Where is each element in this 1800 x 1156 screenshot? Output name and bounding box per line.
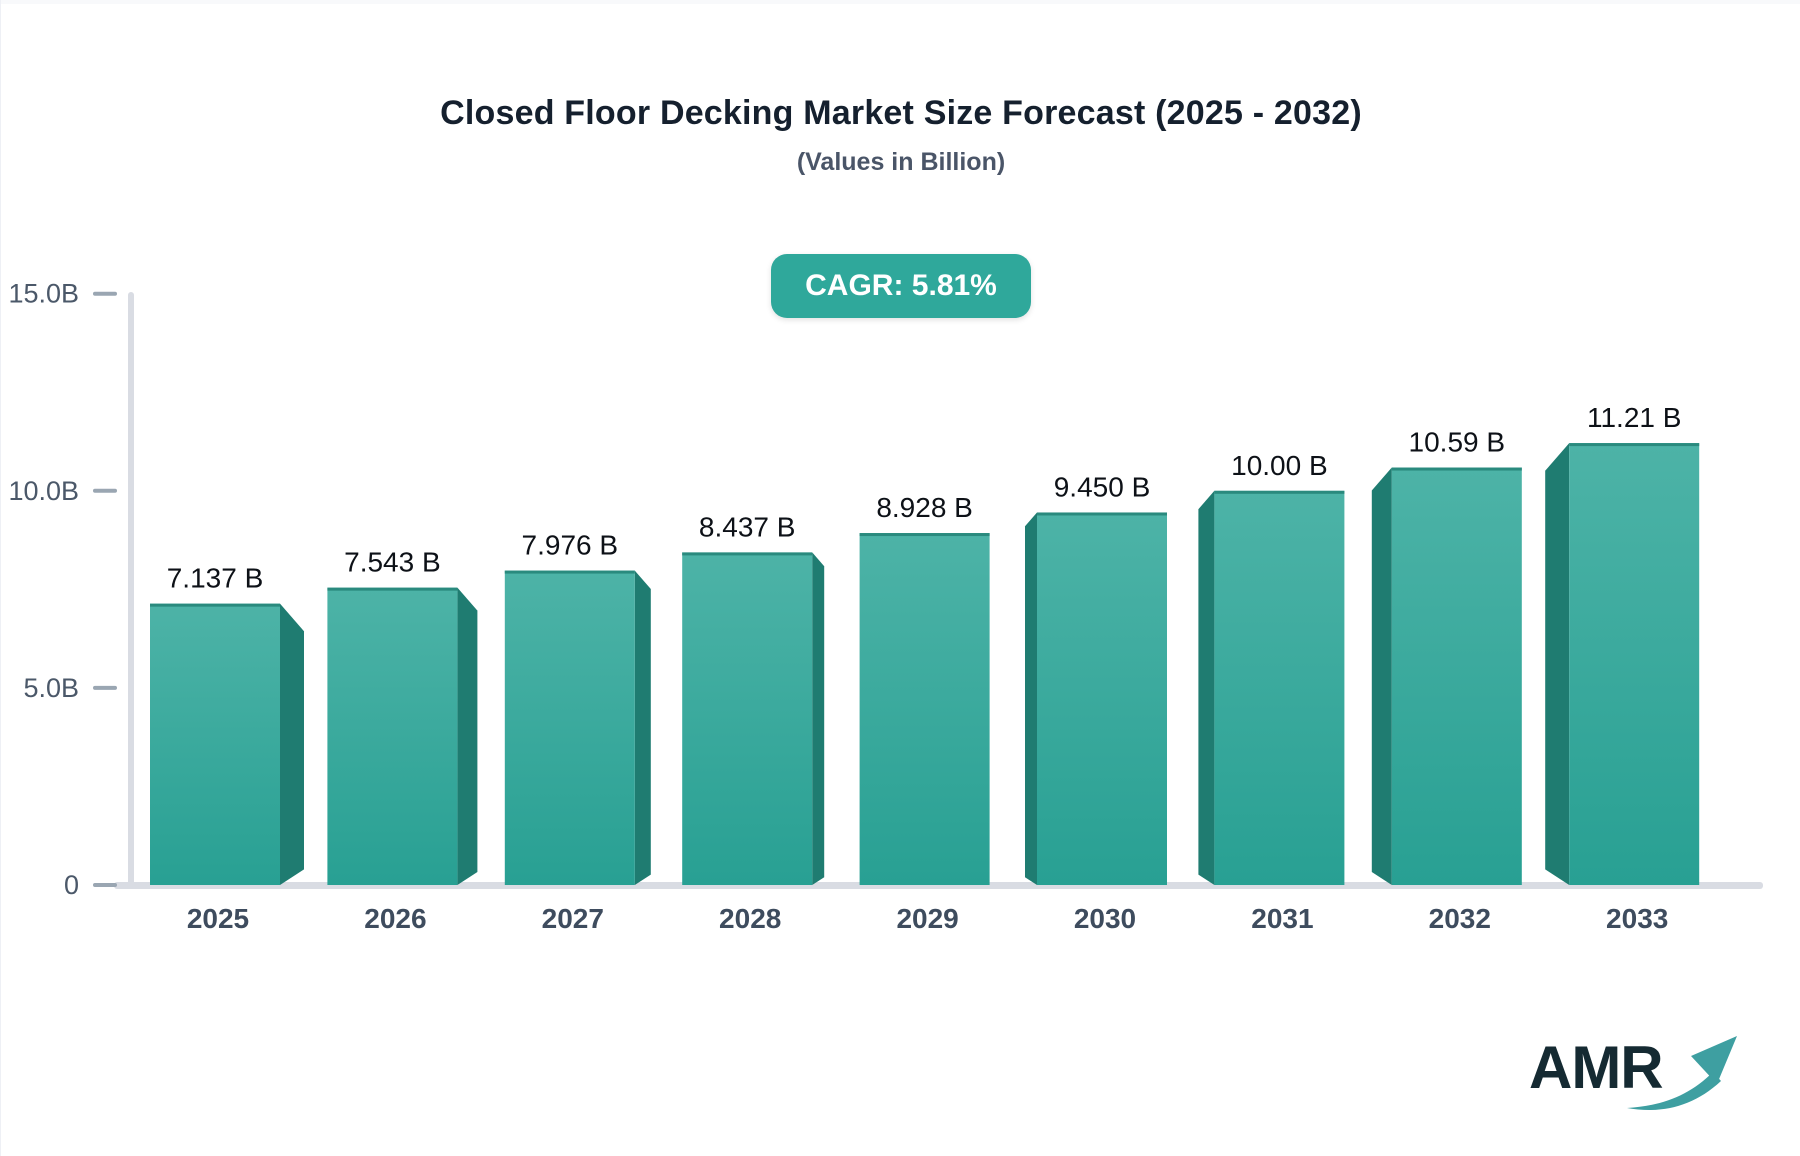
bar-side-face [1025,512,1037,885]
bar-top-edge [150,603,280,607]
bar-top-edge [327,587,458,591]
x-axis-category-label: 2030 [1074,903,1136,934]
bar [504,570,635,885]
bar-side-face [1545,443,1570,885]
x-axis-category-label: 2025 [187,903,249,934]
bar [1214,490,1345,885]
y-tick-dash [93,685,117,690]
bar [1391,467,1522,885]
bar [1569,443,1700,885]
y-tick-dash [93,488,117,493]
bar [859,533,990,885]
x-axis-category-label: 2026 [364,903,426,934]
bar-side-face [457,587,478,885]
bars-layer [150,443,1700,885]
bar-top-edge [504,570,635,574]
bar-side-face [634,570,651,885]
bar-side-face [280,603,304,885]
cagr-badge-wrap: CAGR: 5.81% [1,254,1800,318]
bar-value-label: 8.437 B [699,511,796,542]
labels-layer: 7.137 B 2025 7.543 B 2026 7.976 B 2027 8.437 B… [167,402,1682,934]
x-axis-category-label: 2033 [1606,903,1668,934]
chart-title: Closed Floor Decking Market Size Forecas… [440,94,1362,132]
y-axis-line [128,292,134,888]
bar-value-label: 7.137 B [167,563,264,594]
growth-arrow-icon [1627,1036,1737,1111]
bar-side-face [1371,467,1392,885]
bar [150,603,280,885]
bar-value-label: 9.450 B [1054,471,1151,502]
bar-top-edge [1214,490,1345,494]
bar-side-face [1198,490,1215,885]
y-tick-label: 5.0B [23,673,79,703]
amr-logo-text: AMR [1529,1034,1664,1101]
y-tick-label: 15.0B [8,279,79,309]
y-tick-dash [93,883,117,887]
y-tick-label: 0 [64,870,79,900]
chart-subtitle: (Values in Billion) [796,148,1006,176]
bar-side-face [812,552,825,885]
bar-top-edge [1569,443,1700,447]
bar-top-edge [1037,512,1167,516]
x-axis-category-label: 2031 [1251,903,1313,934]
bar [1037,512,1167,885]
bar-top-edge [1391,467,1522,471]
bar [682,552,813,885]
y-tick-dash [93,291,117,296]
bar-value-label: 7.976 B [522,530,619,561]
bar-value-label: 11.21 B [1587,402,1681,433]
amr-logo: AMR [1529,1034,1739,1124]
bar-top-edge [682,552,813,556]
x-axis-category-label: 2028 [719,903,781,934]
bar-value-label: 8.928 B [876,492,973,523]
x-axis-category-label: 2029 [896,903,958,934]
x-axis-category-label: 2032 [1429,903,1491,934]
bar-value-label: 7.543 B [344,547,441,578]
bar [327,587,458,885]
page-top-border [1,0,1800,4]
bar-top-edge [859,533,990,537]
y-tick-label: 10.0B [8,476,79,506]
axis-layer: 0 5.0B 10.0B 15.0B [8,279,1763,900]
bar-value-label: 10.59 B [1409,427,1506,458]
bar-value-label: 10.00 B [1231,450,1328,481]
cagr-badge: CAGR: 5.81% [771,254,1031,318]
x-axis-category-label: 2027 [542,903,604,934]
